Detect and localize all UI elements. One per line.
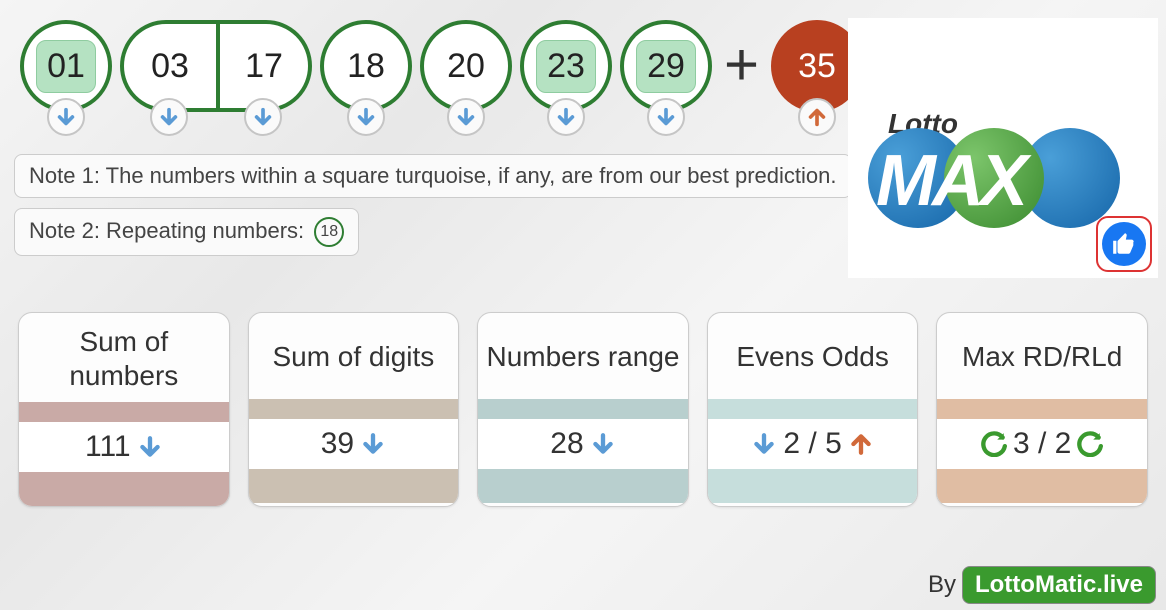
logo-main-text: MAX	[876, 140, 1024, 222]
arrow-up-icon	[798, 98, 836, 136]
stat-value: 3 / 2	[1013, 427, 1071, 461]
note-prediction: Note 1: The numbers within a square turq…	[14, 154, 852, 198]
ball-item: 23	[520, 20, 612, 136]
stat-title: Sum of numbers	[19, 313, 229, 402]
ball-item: 01	[20, 20, 112, 136]
refresh-icon	[981, 431, 1007, 457]
ball-item: 29	[620, 20, 712, 136]
stat-title: Numbers range	[478, 313, 688, 399]
refresh-icon	[1077, 431, 1103, 457]
arrow-down-icon	[590, 431, 616, 457]
ball-value: 35	[798, 47, 836, 86]
ball-value: 03	[151, 47, 189, 86]
credit-footer: By LottoMatic.live	[928, 566, 1156, 604]
arrow-down-icon	[360, 431, 386, 457]
stat-bar	[19, 402, 229, 422]
arrow-down-icon	[137, 434, 163, 460]
stat-card-evens-odds: Evens Odds 2 / 5	[707, 312, 919, 507]
arrow-down-icon	[751, 431, 777, 457]
ball-value: 23	[536, 40, 596, 93]
ball-item: 18	[320, 20, 412, 136]
stat-card-max-rd-rld: Max RD/RLd 3 / 2	[936, 312, 1148, 507]
thumbs-up-button[interactable]	[1096, 216, 1152, 272]
plus-separator: +	[724, 30, 759, 99]
ball-pill-group: 03 17	[120, 20, 312, 136]
stat-bottom	[478, 469, 688, 503]
arrow-down-icon	[244, 98, 282, 136]
ball-value: 01	[36, 40, 96, 93]
stat-bottom	[249, 469, 459, 503]
number-ball: 03	[124, 24, 216, 108]
stat-value-row: 3 / 2	[937, 419, 1147, 469]
stat-card-numbers-range: Numbers range 28	[477, 312, 689, 507]
stat-bottom	[19, 472, 229, 506]
stat-value-row: 28	[478, 419, 688, 469]
stat-card-sum-numbers: Sum of numbers 111	[18, 312, 230, 507]
stat-card-sum-digits: Sum of digits 39	[248, 312, 460, 507]
stat-bar	[249, 399, 459, 419]
repeating-number-badge: 18	[314, 217, 344, 247]
ball-value: 17	[245, 47, 283, 86]
stat-value: 39	[321, 427, 354, 461]
stat-value-row: 111	[19, 422, 229, 472]
thumbs-up-icon	[1102, 222, 1146, 266]
stat-bottom	[708, 469, 918, 503]
credit-site-badge[interactable]: LottoMatic.live	[962, 566, 1156, 604]
arrow-down-icon	[347, 98, 385, 136]
stat-title: Evens Odds	[708, 313, 918, 399]
note-repeating-label: Note 2: Repeating numbers:	[29, 218, 304, 243]
arrow-down-icon	[47, 98, 85, 136]
number-ball: 17	[216, 24, 308, 108]
note-repeating: Note 2: Repeating numbers: 18	[14, 208, 359, 256]
ball-value: 18	[347, 47, 385, 86]
arrow-down-icon	[150, 98, 188, 136]
credit-by-label: By	[928, 571, 956, 599]
ball-value: 20	[447, 47, 485, 86]
stat-value: 28	[550, 427, 583, 461]
stats-cards-row: Sum of numbers 111 Sum of digits 39 Numb…	[0, 312, 1166, 507]
ball-item: 20	[420, 20, 512, 136]
stat-value-row: 2 / 5	[708, 419, 918, 469]
arrow-down-icon	[547, 98, 585, 136]
stat-value: 2 / 5	[783, 427, 841, 461]
stat-bar	[937, 399, 1147, 419]
stat-bar	[478, 399, 688, 419]
arrow-down-icon	[447, 98, 485, 136]
arrow-down-icon	[647, 98, 685, 136]
ball-value: 29	[636, 40, 696, 93]
stat-title: Sum of digits	[249, 313, 459, 399]
stat-bar	[708, 399, 918, 419]
stat-value: 111	[85, 430, 131, 464]
stat-title: Max RD/RLd	[937, 313, 1147, 399]
lotto-max-logo: Lotto MAX	[848, 18, 1158, 278]
arrow-up-icon	[848, 431, 874, 457]
stat-bottom	[937, 469, 1147, 503]
stat-value-row: 39	[249, 419, 459, 469]
